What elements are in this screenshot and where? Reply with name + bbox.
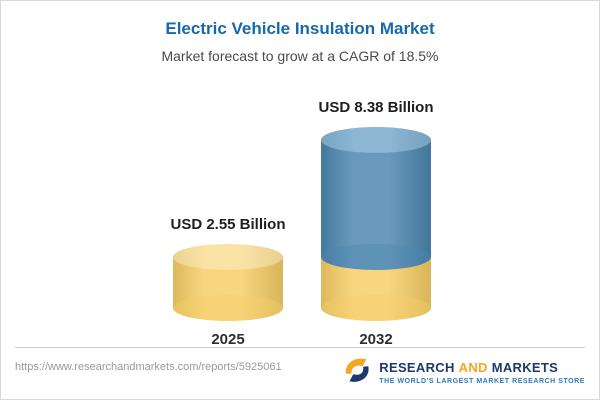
researchandmarkets-logo-icon	[342, 355, 372, 390]
cylinder-top-cap	[321, 127, 431, 153]
bar-value-label-2032: USD 8.38 Billion	[318, 99, 434, 116]
brand-name-markets: MARKETS	[491, 360, 559, 375]
cylinder-bottom-ellipse	[321, 295, 431, 321]
brand-logo: RESEARCH AND MARKETS THE WORLD'S LARGEST M…	[342, 355, 585, 390]
report-url: https://www.researchandmarkets.com/repor…	[15, 361, 282, 373]
brand-name: RESEARCH AND MARKETS	[379, 360, 585, 375]
brand-tagline: THE WORLD'S LARGEST MARKET RESEARCH STOR…	[379, 378, 585, 385]
cylinder-segment-blue	[321, 140, 431, 257]
brand-text: RESEARCH AND MARKETS THE WORLD'S LARGEST M…	[379, 360, 585, 385]
bar-value-label-2025: USD 2.55 Billion	[170, 216, 286, 233]
cylinder-top-cap	[173, 244, 283, 270]
cylinder-2025	[173, 244, 283, 321]
bar-category-label-2032: 2032	[359, 331, 393, 348]
cylinder-bottom-ellipse	[321, 244, 431, 270]
footer: https://www.researchandmarkets.com/repor…	[15, 347, 585, 390]
bar-group-2025: USD 2.55 Billion 2025	[170, 216, 286, 349]
chart-title: Electric Vehicle Insulation Market	[165, 19, 435, 38]
chart-subtitle: Market forecast to grow at a CAGR of 18.…	[161, 48, 439, 64]
brand-name-and: AND	[458, 360, 488, 375]
cylinder-2032	[321, 127, 431, 321]
chart-plot: USD 2.55 Billion 2025 USD 8.38 Billion 2…	[1, 77, 599, 349]
brand-name-research: RESEARCH	[379, 360, 455, 375]
chart-header: Electric Vehicle Insulation Market Marke…	[1, 1, 599, 65]
cylinder-bottom-ellipse	[173, 295, 283, 321]
bar-category-label-2025: 2025	[211, 331, 245, 348]
bar-group-2032: USD 8.38 Billion 2032	[318, 99, 434, 349]
